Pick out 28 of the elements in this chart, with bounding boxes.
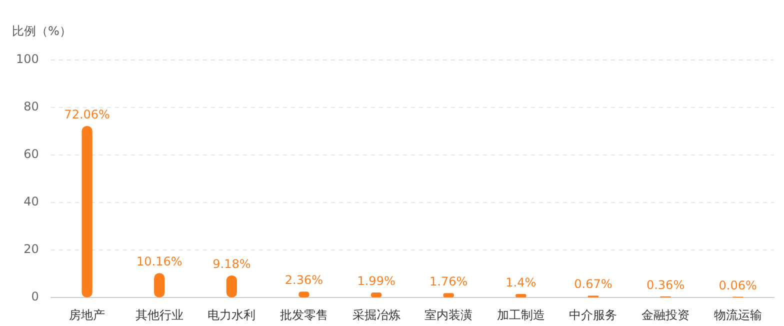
data-label: 72.06% <box>64 108 110 122</box>
y-tick-label: 60 <box>24 147 39 162</box>
data-label: 1.99% <box>357 274 396 288</box>
data-label: 0.36% <box>646 278 685 292</box>
x-tick-label: 采掘冶炼 <box>352 308 400 322</box>
x-tick-label: 室内装潢 <box>424 308 473 322</box>
data-label: 1.76% <box>430 274 468 289</box>
y-axis-title: 比例（%） <box>12 24 72 38</box>
data-label: 0.67% <box>574 277 612 292</box>
bar <box>82 126 92 298</box>
x-tick-label: 电力水利 <box>208 308 256 322</box>
x-tick-label: 房地产 <box>69 308 106 322</box>
data-label: 10.16% <box>136 254 182 269</box>
x-tick-label: 物流运输 <box>714 308 762 322</box>
data-label: 1.4% <box>506 275 536 290</box>
y-tick-label: 80 <box>24 100 39 114</box>
x-tick-label: 加工制造 <box>496 308 545 322</box>
y-tick-label: 100 <box>16 52 39 66</box>
x-tick-label: 批发零售 <box>280 308 328 322</box>
y-tick-label: 40 <box>24 194 39 209</box>
x-tick-label: 金融投资 <box>642 308 690 322</box>
x-tick-label: 中介服务 <box>569 308 618 322</box>
y-tick-label: 20 <box>24 242 39 256</box>
y-tick-label: 0 <box>31 290 39 304</box>
x-tick-label: 其他行业 <box>135 308 184 322</box>
data-label: 0.06% <box>718 278 757 293</box>
data-label: 9.18% <box>212 256 251 271</box>
data-label: 2.36% <box>284 273 324 288</box>
